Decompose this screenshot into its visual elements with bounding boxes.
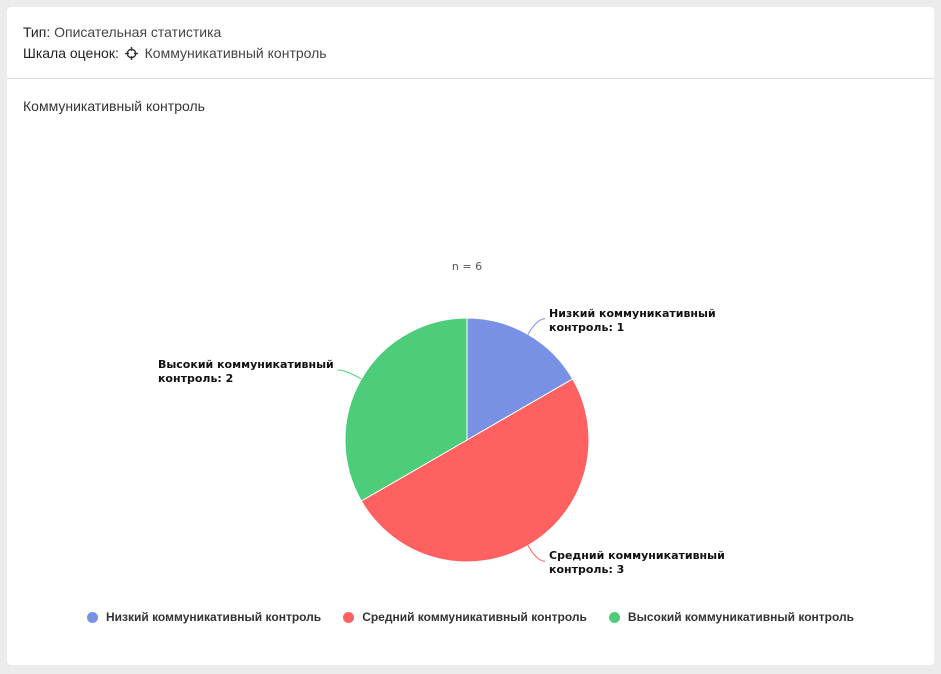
data-label-line: контроль: 2 <box>158 372 233 385</box>
chart-legend: Низкий коммуникативный контроль Средний к… <box>7 610 934 624</box>
legend-marker <box>608 611 620 623</box>
label-connector <box>527 545 546 562</box>
data-label-line: Высокий коммуникативный <box>158 358 334 371</box>
chart-annotation: n = 6 <box>452 260 482 273</box>
label-connector <box>527 318 546 335</box>
card-header: Тип: Описательная статистика Шкала оцено… <box>7 7 934 79</box>
data-label-line: контроль: 1 <box>549 321 624 334</box>
legend-item[interactable]: Низкий коммуникативный контроль <box>86 610 322 624</box>
pie-slice[interactable] <box>466 317 574 441</box>
scale-line: Шкала оценок: Коммуникативный контроль <box>23 45 327 63</box>
scale-value: Коммуникативный контроль <box>144 45 327 61</box>
legend-label: Высокий коммуникативный контроль <box>627 610 855 624</box>
type-line: Тип: Описательная статистика <box>23 24 221 40</box>
type-label: Тип: <box>23 24 51 40</box>
data-label-line: контроль: 3 <box>549 563 624 576</box>
data-label-line: Средний коммуникативный <box>549 549 725 562</box>
section-title: Коммуникативный контроль <box>23 98 205 114</box>
chart-card: Тип: Описательная статистика Шкала оцено… <box>7 7 934 665</box>
label-connector <box>337 369 362 380</box>
legend-marker <box>343 611 355 623</box>
pie-slice[interactable] <box>344 317 468 502</box>
pie-slice[interactable] <box>360 378 590 563</box>
legend-item[interactable]: Средний коммуникативный контроль <box>343 610 587 624</box>
crosshair-icon <box>124 47 138 63</box>
scale-label: Шкала оценок: <box>23 45 119 61</box>
data-label-line: Низкий коммуникативный <box>549 307 716 320</box>
legend-label: Средний коммуникативный контроль <box>362 610 587 624</box>
legend-label: Низкий коммуникативный контроль <box>105 610 322 624</box>
legend-marker <box>86 611 98 623</box>
type-value: Описательная статистика <box>54 24 222 40</box>
legend-item[interactable]: Высокий коммуникативный контроль <box>608 610 855 624</box>
